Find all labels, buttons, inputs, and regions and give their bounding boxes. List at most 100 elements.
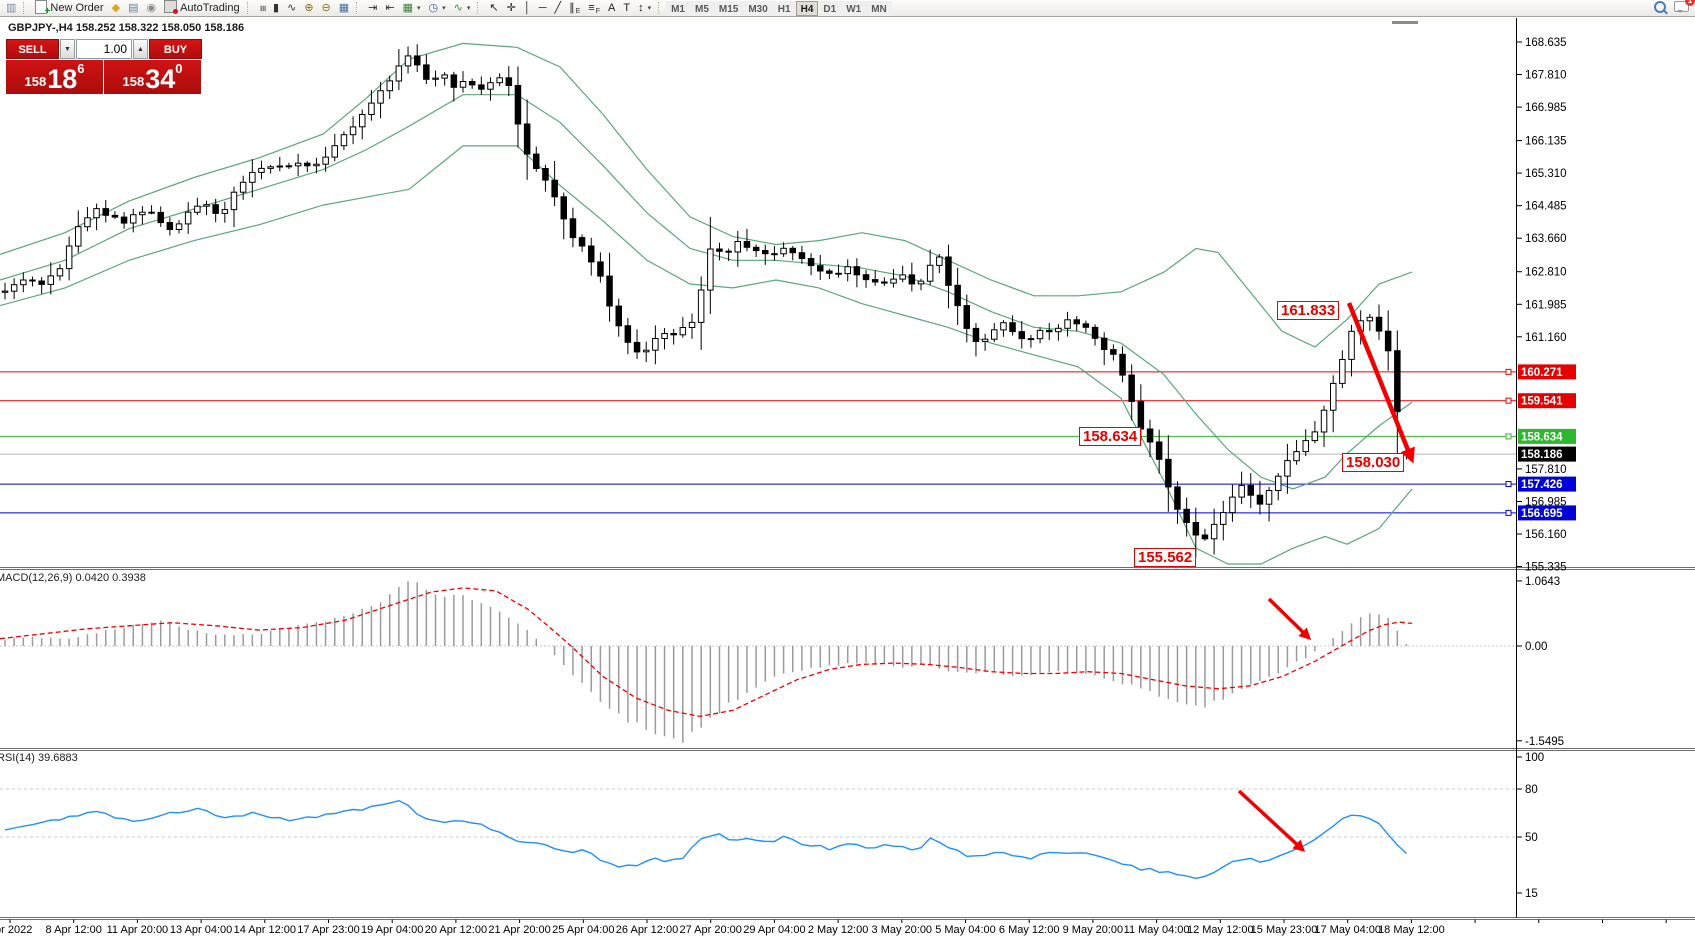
- chat-icon[interactable]: 1: [1670, 0, 1695, 16]
- autotrading-button[interactable]: AutoTrading: [160, 0, 244, 16]
- bollinger-upper: [0, 42, 1413, 348]
- macd-axis-label: 0.00: [1525, 641, 1547, 653]
- timeframe-button-h1[interactable]: H1: [772, 0, 796, 16]
- timeframe-button-m30[interactable]: M30: [743, 0, 773, 16]
- price-callout[interactable]: 155.562: [1134, 548, 1197, 567]
- text-icon[interactable]: A: [604, 1, 619, 16]
- fibonacci-icon[interactable]: ≡ F: [584, 1, 604, 16]
- line-handle[interactable]: [1505, 433, 1512, 440]
- buy-button[interactable]: BUY: [149, 39, 202, 59]
- horizontal-line-icon[interactable]: ─: [535, 1, 551, 16]
- metaeditor-icon[interactable]: ◆: [108, 1, 124, 16]
- metaeditor-icon: ◆: [111, 1, 121, 14]
- price-axis[interactable]: 168.635 167.810 166.985 166.135 165.310 164.4…: [1516, 37, 1577, 574]
- equidistant-channel-icon[interactable]: ∥ E: [565, 1, 584, 16]
- dropdown-caret-icon: ▾: [442, 5, 446, 12]
- vertical-line-icon: │: [523, 1, 531, 14]
- print-icon[interactable]: ▤: [124, 1, 142, 16]
- trend-arrow[interactable]: [1346, 302, 1415, 464]
- new-order-button[interactable]: New Order: [31, 0, 107, 17]
- trendline-icon: ╱: [554, 1, 562, 14]
- price-tick-label: 161.160: [1525, 332, 1567, 344]
- buy-price[interactable]: 158 34 0: [104, 60, 201, 94]
- crosshair-icon[interactable]: ✛: [503, 1, 520, 16]
- zoom-out-icon[interactable]: ⊖: [318, 1, 335, 16]
- chat-icon: [1674, 1, 1689, 13]
- time-tick-label: 15 May 23:00: [1251, 924, 1318, 936]
- trend-arrows[interactable]: [1237, 302, 1415, 853]
- bar-chart-icon: ≡: [256, 4, 269, 12]
- price-tick-label: 165.310: [1525, 168, 1567, 180]
- candlestick-chart-icon[interactable]: ▮: [269, 1, 283, 16]
- toolbar-group-grip: [246, 2, 252, 14]
- line-handle[interactable]: [1505, 368, 1512, 375]
- rsi-axis-label: 80: [1525, 784, 1538, 796]
- sell-price-big: 18: [47, 64, 78, 94]
- new-chart-icon[interactable]: ▦ ▾: [399, 1, 425, 16]
- vertical-line-icon[interactable]: │: [520, 1, 535, 16]
- arrows-icon[interactable]: ↕ ▾: [634, 1, 655, 16]
- candlestick-series: [1, 44, 1410, 558]
- trend-arrow[interactable]: [1237, 789, 1306, 853]
- volume-decrease-button[interactable]: ▼: [60, 39, 75, 59]
- templates-icon[interactable]: ∿ ▾: [450, 1, 475, 16]
- label-icon: T: [623, 1, 631, 14]
- toolbar-group-grip: [356, 2, 361, 14]
- auto-scroll-icon[interactable]: ⇥: [364, 1, 381, 16]
- price-axis-badge-label: 160.271: [1521, 367, 1563, 379]
- buy-price-base: 158: [122, 74, 145, 89]
- timeframe-button-d1[interactable]: D1: [818, 0, 842, 16]
- symbol-ohlc-label: GBPJPY-,H4 158.252 158.322 158.050 158.1…: [8, 22, 245, 34]
- zoom-in-icon[interactable]: ⊕: [300, 1, 317, 16]
- auto-scroll-icon: ⇥: [368, 1, 378, 14]
- sell-price[interactable]: 158 18 6: [6, 60, 103, 94]
- timeframe-button-m15[interactable]: M15: [713, 0, 744, 16]
- horizontal-level-lines[interactable]: [0, 368, 1516, 516]
- signal-icon[interactable]: ◉: [142, 1, 160, 16]
- chart-shift-icon[interactable]: ⇤: [381, 1, 398, 16]
- cursor-icon[interactable]: ↖: [485, 1, 502, 16]
- price-callout[interactable]: 158.030: [1342, 453, 1405, 472]
- time-tick-label: 11 May 04:00: [1124, 924, 1190, 936]
- line-handle[interactable]: [1505, 481, 1512, 488]
- period-icon: ◷: [428, 1, 439, 14]
- clipped-chart-icon[interactable]: ▥: [2, 1, 20, 16]
- time-tick-label: 20 Apr 12:00: [425, 924, 487, 936]
- time-tick-label: 14 Apr 12:00: [234, 924, 296, 936]
- rsi-axis-label: 15: [1525, 888, 1538, 900]
- timeframe-button-w1[interactable]: W1: [841, 0, 867, 16]
- timeframe-button-m5[interactable]: M5: [689, 0, 714, 16]
- trend-arrow[interactable]: [1267, 597, 1312, 641]
- line-chart-icon[interactable]: ∿: [283, 1, 300, 16]
- price-tick-label: 166.985: [1525, 102, 1567, 114]
- bar-chart-icon[interactable]: ≡: [255, 1, 269, 16]
- line-handle[interactable]: [1505, 509, 1512, 516]
- price-tick-label: 157.810: [1525, 464, 1567, 476]
- price-tick-label: 162.810: [1525, 267, 1567, 279]
- label-icon[interactable]: T: [619, 1, 634, 16]
- timeframe-button-mn[interactable]: MN: [866, 0, 892, 16]
- period-icon[interactable]: ◷ ▾: [425, 1, 450, 16]
- new-order-button: [35, 0, 50, 17]
- price-callout[interactable]: 161.833: [1277, 301, 1340, 320]
- tile-windows-icon[interactable]: ▦: [335, 1, 353, 16]
- time-tick-label: 26 Apr 12:00: [616, 924, 678, 936]
- price-callout[interactable]: 158.634: [1079, 427, 1142, 446]
- sell-button[interactable]: SELL: [6, 39, 59, 59]
- volume-input[interactable]: [76, 39, 132, 59]
- bollinger-lower: [0, 145, 1413, 565]
- timeframe-button-h4[interactable]: H4: [795, 0, 819, 16]
- price-axis-badge-label: 159.541: [1521, 396, 1563, 408]
- pane-separators[interactable]: [0, 18, 1695, 920]
- timeframe-button-m1[interactable]: M1: [666, 0, 690, 16]
- templates-icon: ∿: [453, 1, 463, 14]
- toolbar-group-grip: [477, 2, 482, 14]
- search-icon[interactable]: [1650, 0, 1670, 16]
- volume-increase-button[interactable]: ▲: [133, 39, 148, 59]
- trendline-icon[interactable]: ╱: [550, 1, 565, 16]
- chart-scroll-thumb[interactable]: [1392, 21, 1418, 24]
- line-handle[interactable]: [1505, 397, 1512, 404]
